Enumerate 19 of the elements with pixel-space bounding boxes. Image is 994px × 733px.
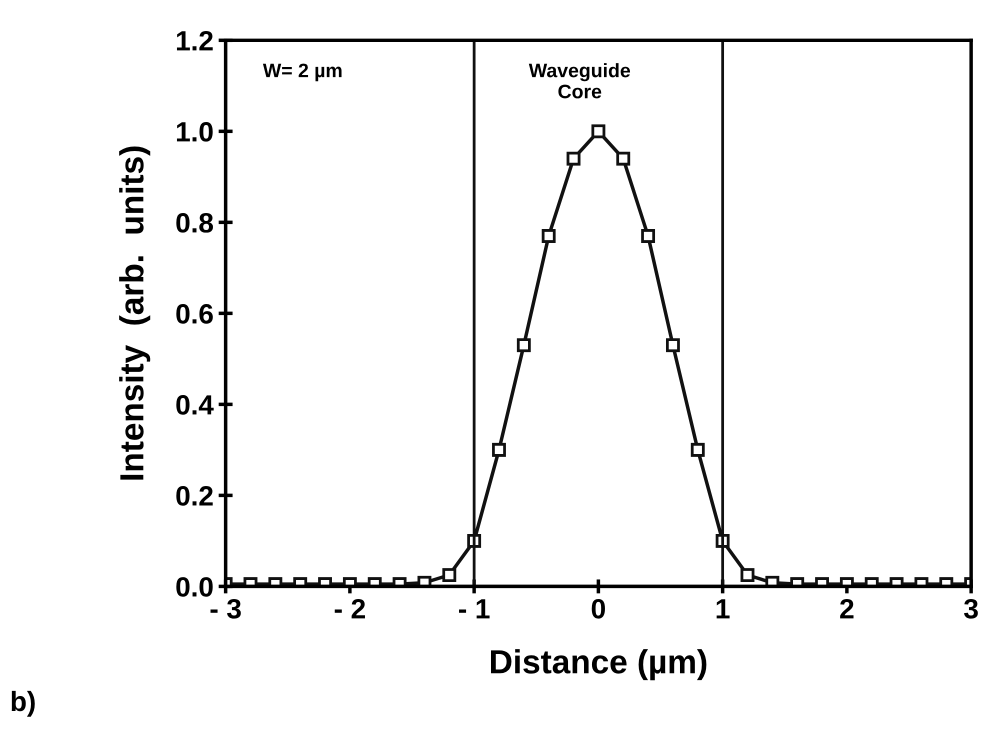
x-tick-label: 2 [840,598,854,618]
y-tick-label: 0.0 [176,577,213,597]
y-tick-label: 0.8 [176,213,213,233]
x-tick-label: - 1 [459,599,490,618]
annotation: W= 2 µm [262,64,342,82]
y-tick-label: 1.0 [176,122,213,142]
ref-line-label: Waveguide Core [528,63,630,98]
y-tick-label: 0.4 [176,395,214,415]
y-tick-label: 0.6 [176,304,213,324]
text: b) [12,690,35,717]
y-tick-label: 1.2 [176,30,213,50]
x-tick-label: - 2 [334,598,365,618]
x-axis-title: Distance (µm) [490,649,706,680]
y-axis-title: Intensity (arb. units) [119,146,150,480]
y-tick-label: 0.2 [176,486,213,506]
x-tick-label: - 3 [210,598,241,619]
x-tick-label: 1 [716,599,730,618]
x-tick-label: 3 [964,598,978,619]
x-tick-label: 0 [592,598,605,619]
